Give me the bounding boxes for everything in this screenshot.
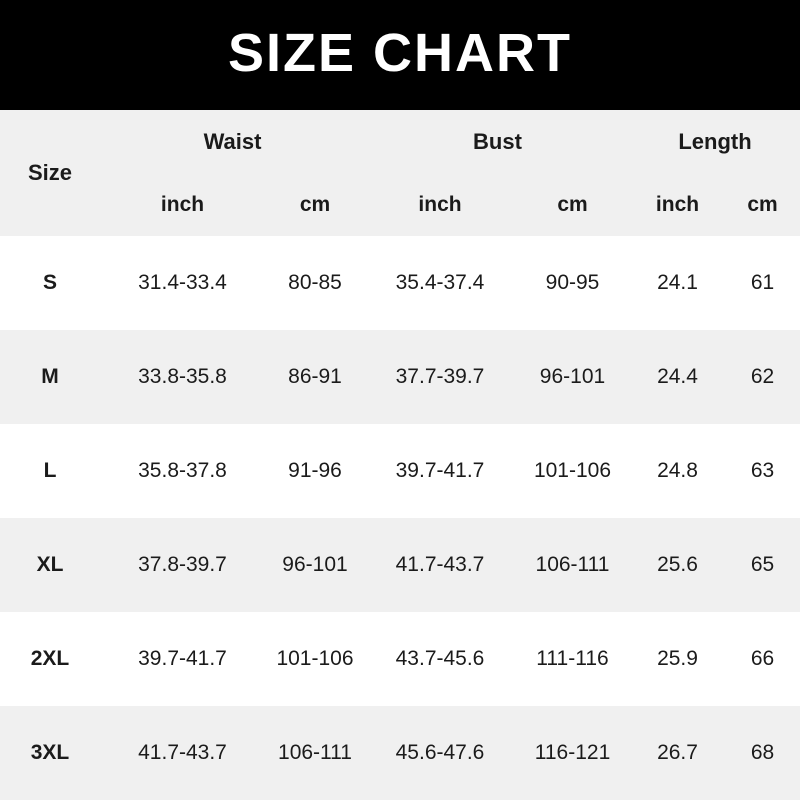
table-row-s: S 31.4-33.4 80-85 35.4-37.4 90-95 24.1 6…: [0, 236, 800, 330]
waist-inch-cell: 31.4-33.4: [138, 271, 227, 294]
size-cell: M: [41, 365, 59, 388]
bust-inch-cell: 41.7-43.7: [395, 553, 485, 576]
waist-inch-cell: 35.8-37.8: [138, 459, 227, 482]
unit-header-length-inch: inch: [655, 193, 700, 216]
bust-inch-cell: 39.7-41.7: [395, 459, 485, 482]
table-row-xl: XL 37.8-39.7 96-101 41.7-43.7 106-111 25…: [0, 518, 800, 612]
column-header-waist: Waist: [203, 129, 262, 154]
length-inch-cell: 24.4: [657, 365, 698, 388]
size-cell: 2XL: [30, 647, 70, 670]
bust-inch-cell: 35.4-37.4: [395, 271, 485, 294]
table-row-m: M 33.8-35.8 86-91 37.7-39.7 96-101 24.4 …: [0, 330, 800, 424]
page-title: SIZE CHART: [228, 23, 572, 83]
length-cm-cell: 65: [750, 553, 775, 576]
waist-cm-cell: 91-96: [288, 459, 342, 482]
size-cell: 3XL: [30, 741, 70, 764]
waist-inch-cell: 39.7-41.7: [138, 647, 227, 670]
length-inch-cell: 25.6: [657, 553, 698, 576]
size-cell: S: [42, 271, 57, 294]
length-inch-cell: 26.7: [657, 741, 698, 764]
bust-cm-cell: 111-116: [536, 647, 609, 670]
unit-header-waist-cm: cm: [299, 193, 331, 216]
bust-cm-cell: 90-95: [545, 271, 600, 294]
length-cm-cell: 63: [750, 459, 775, 482]
bust-cm-cell: 96-101: [539, 365, 606, 388]
waist-inch-cell: 37.8-39.7: [138, 553, 227, 576]
bust-cm-cell: 106-111: [535, 553, 610, 576]
title-banner: SIZE CHART: [0, 0, 800, 110]
unit-header-bust-inch: inch: [418, 193, 462, 216]
column-header-size: Size: [27, 160, 73, 185]
size-cell: L: [43, 459, 57, 482]
table-row-2xl: 2XL 39.7-41.7 101-106 43.7-45.6 111-116 …: [0, 612, 800, 706]
waist-cm-cell: 86-91: [288, 365, 342, 388]
length-cm-cell: 62: [750, 365, 775, 388]
waist-cm-cell: 101-106: [276, 647, 354, 670]
waist-inch-cell: 41.7-43.7: [138, 741, 227, 764]
length-inch-cell: 24.1: [657, 271, 698, 294]
size-cell: XL: [36, 553, 64, 576]
length-cm-cell: 66: [750, 647, 775, 670]
bust-inch-cell: 45.6-47.6: [395, 741, 485, 764]
column-header-length: Length: [678, 129, 752, 154]
length-inch-cell: 25.9: [657, 647, 698, 670]
length-cm-cell: 61: [750, 271, 775, 294]
waist-cm-cell: 80-85: [288, 271, 342, 294]
column-header-bust: Bust: [473, 129, 522, 154]
unit-header-waist-inch: inch: [160, 193, 205, 216]
bust-cm-cell: 116-121: [534, 741, 611, 764]
bust-inch-cell: 43.7-45.6: [395, 647, 485, 670]
table-header: Size Waist Bust Length inch cm inch cm i…: [0, 110, 800, 236]
length-inch-cell: 24.8: [657, 459, 698, 482]
bust-cm-cell: 101-106: [533, 459, 612, 482]
bust-inch-cell: 37.7-39.7: [395, 365, 485, 388]
unit-header-bust-cm: cm: [557, 193, 588, 216]
unit-header-length-cm: cm: [747, 193, 778, 216]
table-row-l: L 35.8-37.8 91-96 39.7-41.7 101-106 24.8…: [0, 424, 800, 518]
table-row-3xl: 3XL 41.7-43.7 106-111 45.6-47.6 116-121 …: [0, 706, 800, 800]
length-cm-cell: 68: [750, 741, 775, 764]
waist-cm-cell: 106-111: [278, 741, 352, 764]
waist-inch-cell: 33.8-35.8: [138, 365, 227, 388]
waist-cm-cell: 96-101: [282, 553, 348, 576]
